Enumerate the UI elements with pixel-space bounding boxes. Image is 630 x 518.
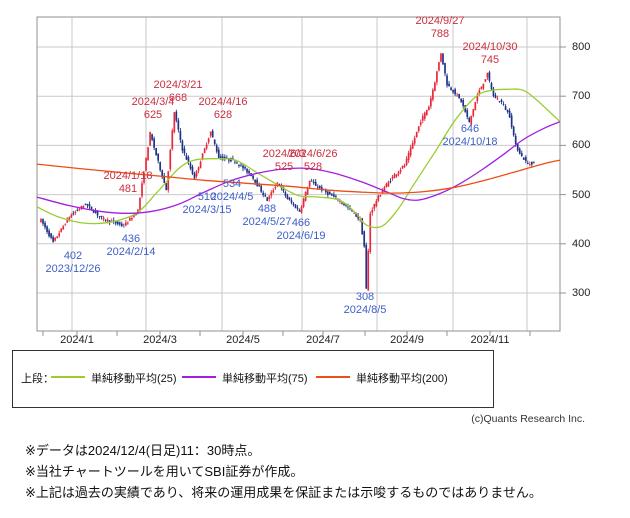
sma25-line-swatch bbox=[51, 376, 85, 379]
y-tick-label: 400 bbox=[572, 237, 591, 250]
legend-sma200: 単純移動平均(200) bbox=[316, 370, 448, 386]
note-disclaimer: ※上記は過去の実績であり、将来の運用成果を保証または示唆するものではありません。 bbox=[25, 485, 542, 500]
legend-sma25-label: 単純移動平均(25) bbox=[91, 373, 177, 385]
x-tick-label: 2024/5 bbox=[226, 334, 260, 346]
candlestick-chart bbox=[36, 16, 566, 336]
y-tick-label: 500 bbox=[572, 188, 591, 201]
note-data-asof: ※データは2024/12/4(日足)11：30時点。 bbox=[25, 443, 261, 458]
note-created-by: ※当社チャートツールを用いてSBI証券が作成。 bbox=[25, 464, 304, 479]
sma200-line-swatch bbox=[316, 376, 350, 379]
x-tick-label: 2024/11 bbox=[470, 334, 510, 346]
x-tick-label: 2024/3 bbox=[143, 334, 177, 346]
x-tick-label: 2024/9 bbox=[390, 334, 424, 346]
legend-sma75-label: 単純移動平均(75) bbox=[222, 373, 308, 385]
y-tick-label: 600 bbox=[572, 139, 591, 152]
legend-sma200-label: 単純移動平均(200) bbox=[356, 373, 448, 385]
legend-sma75: 単純移動平均(75) bbox=[182, 370, 308, 386]
y-tick-label: 700 bbox=[572, 90, 591, 103]
x-tick-label: 2024/7 bbox=[306, 334, 340, 346]
sma75-line-swatch bbox=[182, 376, 216, 379]
legend-prefix: 上段： bbox=[21, 373, 54, 385]
disclaimer-notes: ※データは2024/12/4(日足)11：30時点。 ※当社チャートツールを用い… bbox=[25, 443, 542, 506]
y-tick-label: 800 bbox=[572, 41, 591, 53]
x-tick-label: 2024/1 bbox=[60, 334, 94, 346]
y-tick-label: 300 bbox=[572, 287, 591, 299]
copyright-text: (c)Quants Research Inc. bbox=[471, 413, 585, 425]
legend-sma25: 単純移動平均(25) bbox=[51, 370, 177, 386]
legend-box: 上段： 単純移動平均(25) 単純移動平均(75) 単純移動平均(200) bbox=[12, 350, 494, 408]
